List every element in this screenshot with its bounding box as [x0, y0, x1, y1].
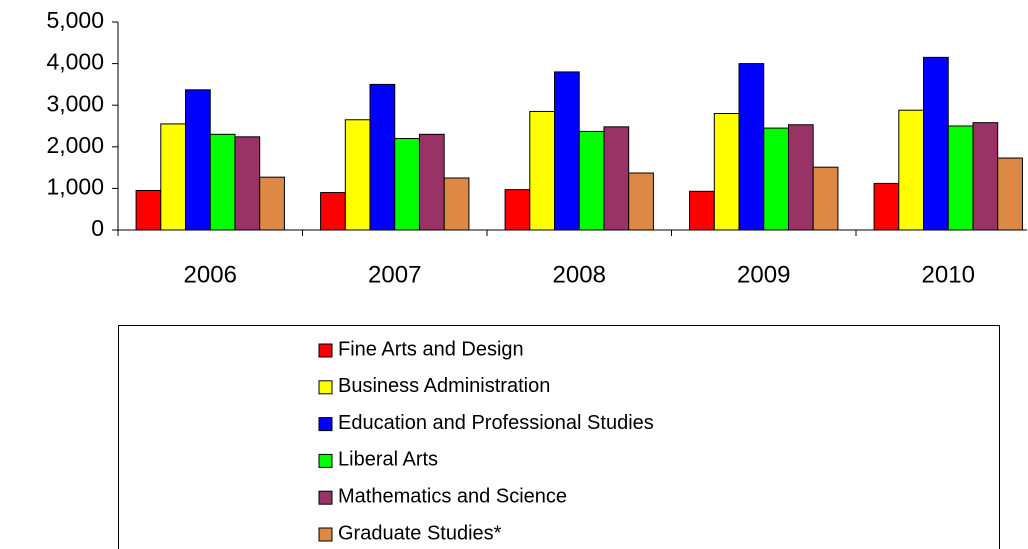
- legend-swatch: [318, 417, 333, 432]
- legend-label: Education and Professional Studies: [338, 412, 654, 434]
- bar: [923, 56, 949, 231]
- bar: [529, 110, 556, 231]
- y-tick-label: 3,000: [46, 90, 104, 116]
- bar: [763, 127, 789, 231]
- legend-label: Mathematics and Science: [338, 485, 567, 507]
- y-tick-label: 1,000: [46, 173, 104, 199]
- legend-swatch: [318, 380, 333, 395]
- bar: [713, 113, 740, 231]
- bar: [259, 176, 285, 231]
- bar: [554, 71, 580, 231]
- legend-swatch: [318, 453, 333, 468]
- legend-swatch: [318, 343, 333, 358]
- y-tick-label: 0: [91, 215, 104, 241]
- bar: [689, 190, 715, 231]
- bar: [873, 182, 900, 231]
- y-tick-label: 2,000: [46, 132, 104, 158]
- bar: [344, 119, 371, 231]
- legend-swatch: [318, 527, 333, 542]
- legend-label: Fine Arts and Design: [338, 338, 524, 360]
- bar: [418, 133, 445, 231]
- bar: [898, 109, 925, 231]
- x-tick-label: 2008: [553, 261, 606, 288]
- legend-label: Business Administration: [338, 375, 550, 397]
- x-tick-label: 2010: [922, 261, 975, 288]
- bar: [369, 83, 396, 231]
- legend-label: Graduate Studies*: [338, 522, 502, 544]
- bar: [972, 122, 999, 231]
- bar: [997, 157, 1023, 231]
- bar: [135, 189, 162, 231]
- bar: [320, 192, 346, 231]
- legend-box: [118, 325, 1000, 549]
- bar: [160, 123, 187, 231]
- bar: [443, 177, 470, 231]
- x-tick-label: 2006: [184, 261, 237, 288]
- legend-label: Liberal Arts: [338, 449, 438, 471]
- bar: [185, 89, 211, 231]
- x-tick-label: 2007: [368, 261, 421, 288]
- legend-swatch: [318, 490, 333, 505]
- bar: [394, 137, 420, 231]
- bar: [787, 124, 814, 231]
- bar: [504, 189, 531, 231]
- bar: [603, 126, 630, 231]
- bar: [209, 133, 236, 231]
- y-tick-label: 5,000: [46, 7, 104, 33]
- y-tick-label: 4,000: [46, 49, 104, 75]
- bar: [738, 63, 765, 231]
- bar: [578, 130, 605, 231]
- bar: [234, 136, 261, 231]
- x-tick-label: 2009: [737, 261, 790, 288]
- bar: [947, 125, 974, 231]
- bar: [812, 166, 839, 231]
- bar: [628, 172, 654, 231]
